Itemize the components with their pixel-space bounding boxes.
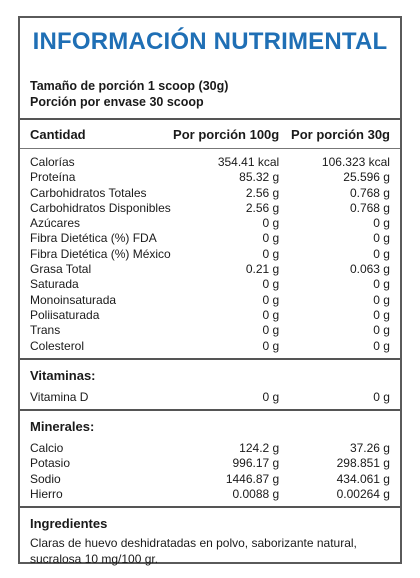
nutrient-name: Potasio (30, 456, 71, 471)
ingredients-text: Claras de huevo deshidratadas en polvo, … (30, 536, 357, 567)
value-per-100g: 0 g (262, 246, 280, 261)
nutrient-name: Monoinsaturada (30, 292, 117, 307)
table-row: Vitamina D 0 g 0 g (30, 390, 390, 405)
nutrient-name: Calorías (30, 155, 75, 169)
table-row: Azúcares 0 g 0 g (30, 216, 390, 231)
value-per-30g: 0.768 g (349, 200, 390, 215)
value-per-100g: 0 g (262, 307, 280, 322)
value-per-100g: 85.32 g (239, 170, 280, 185)
value-per-100g: 0.21 g (245, 262, 280, 277)
nutrient-name: Carbohidratos Disponibles (30, 200, 171, 215)
nutrient-name: Azúcares (30, 216, 81, 231)
serving-info: Tamaño de porción 1 scoop (30g) Porción … (20, 64, 400, 118)
value-per-30g: 0 g (373, 277, 390, 292)
value-per-100g: 0 g (262, 216, 280, 231)
header-per-30g: Por porción 30g (291, 126, 390, 142)
table-row: Calorías 354.41 kcal 106.323 kcal (30, 155, 390, 170)
table-row: Carbohidratos Disponibles 2.56 g 0.768 g (30, 201, 390, 216)
table-row: Potasio 996.17 g 298.851 g (30, 456, 390, 471)
value-per-100g: 0 g (262, 292, 280, 307)
value-per-30g: 0 g (373, 307, 390, 322)
value-per-30g: 0 g (373, 216, 390, 231)
value-per-30g: 0.00264 g (336, 487, 390, 502)
value-per-100g: 0 g (262, 231, 280, 246)
table-row: Saturada 0 g 0 g (30, 277, 390, 292)
nutrient-name: Colesterol (30, 338, 85, 353)
table-row: Hierro 0.0088 g 0.00264 g (30, 487, 390, 502)
divider (20, 409, 400, 412)
value-per-30g: 0.768 g (349, 185, 390, 200)
value-per-30g: 37.26 g (349, 441, 390, 456)
table-row: Monoinsaturada 0 g 0 g (30, 293, 390, 308)
divider (20, 148, 400, 149)
table-row: Fibra Dietética (%) México 0 g 0 g (30, 247, 390, 262)
nutrient-name: Carbohidratos Totales (30, 185, 147, 200)
vitamins-title: Vitaminas: (30, 367, 96, 383)
nutrient-name: Grasa Total (30, 262, 92, 277)
value-per-100g: 0.0088 g (232, 487, 280, 502)
value-per-100g: 1446.87 g (225, 471, 280, 486)
divider (20, 357, 400, 360)
nutrient-name: Calcio (30, 441, 64, 456)
table-row: Carbohidratos Totales 2.56 g 0.768 g (30, 186, 390, 201)
value-per-100g: 0 g (262, 338, 280, 353)
value-per-100g: 2.56 g (245, 185, 280, 200)
table-row: Proteína 85.32 g 25.596 g (30, 170, 390, 185)
value-per-30g: 0 g (373, 338, 390, 353)
value-per-100g: 124.2 g (239, 441, 280, 456)
nutrition-facts-panel: INFORMACIÓN NUTRIMENTAL Tamaño de porció… (18, 16, 402, 567)
value-per-30g: 0 g (373, 389, 390, 404)
minerals-title: Minerales: (30, 419, 95, 435)
table-row: Fibra Dietética (%) FDA 0 g 0 g (30, 231, 390, 246)
value-per-30g: 434.061 g (336, 471, 390, 486)
header-per-100g: Por porción 100g (173, 126, 280, 142)
table-row: Sodio 1446.87 g 434.061 g (30, 472, 390, 487)
value-per-30g: 106.323 kcal (321, 155, 390, 169)
value-per-30g: 0 g (373, 231, 390, 246)
nutrient-list: Calorías 354.41 kcal 106.323 kcal Proteína 8… (20, 149, 400, 358)
nutrient-name: Hierro (30, 487, 63, 502)
table-row: Colesterol 0 g 0 g (30, 339, 390, 354)
ingredients-title: Ingredientes (30, 516, 108, 532)
nutrient-name: Poliisaturada (30, 307, 100, 322)
value-per-100g: 2.56 g (245, 200, 280, 215)
value-per-100g: 354.41 kcal (217, 155, 280, 169)
vitamin-list: Vitamina D 0 g 0 g (20, 384, 400, 409)
nutrient-name: Saturada (30, 277, 79, 292)
value-per-30g: 25.596 g (343, 170, 390, 185)
table-row: Calcio 124.2 g 37.26 g (30, 441, 390, 456)
table-row: Poliisaturada 0 g 0 g (30, 308, 390, 323)
header-quantity: Cantidad (30, 126, 86, 142)
nutrient-name: Sodio (30, 471, 61, 486)
value-per-30g: 0 g (373, 246, 390, 261)
divider (20, 506, 400, 509)
value-per-30g: 0 g (373, 323, 390, 338)
table-row: Grasa Total 0.21 g 0.063 g (30, 262, 390, 277)
mineral-list: Calcio 124.2 g 37.26 g Potasio 996.17 g 298.8… (20, 435, 400, 506)
panel-title: INFORMACIÓN NUTRIMENTAL (32, 28, 388, 55)
divider (20, 118, 400, 120)
nutrient-name: Fibra Dietética (%) México (30, 246, 171, 261)
value-per-30g: 0 g (373, 292, 390, 307)
value-per-100g: 0 g (262, 389, 280, 404)
value-per-30g: 0.063 g (349, 262, 390, 277)
value-per-100g: 0 g (262, 323, 280, 338)
nutrient-name: Vitamina D (30, 389, 89, 404)
servings-per-package: Porción por envase 30 scoop (30, 95, 204, 109)
table-header: Cantidad Por porción 100g Por porción 30… (20, 120, 400, 148)
value-per-100g: 996.17 g (232, 456, 280, 471)
nutrient-name: Fibra Dietética (%) FDA (30, 231, 157, 246)
value-per-30g: 298.851 g (336, 456, 390, 471)
table-row: Trans 0 g 0 g (30, 323, 390, 338)
nutrient-name: Trans (30, 323, 61, 338)
serving-size: Tamaño de porción 1 scoop (30g) (30, 79, 229, 93)
nutrient-name: Proteína (30, 170, 76, 185)
value-per-100g: 0 g (262, 277, 280, 292)
